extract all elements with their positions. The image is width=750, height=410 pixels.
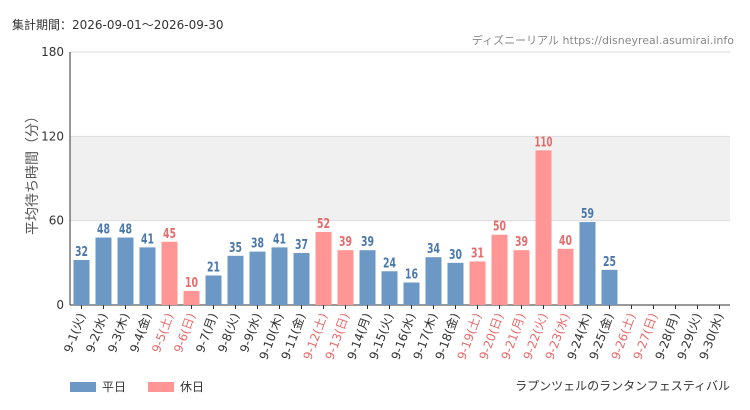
data-label: 48 [119, 223, 132, 238]
bar [139, 247, 156, 305]
bar [557, 248, 574, 305]
data-label: 39 [339, 235, 352, 250]
legend-label-holiday: 休日 [180, 380, 205, 394]
legend-swatch-weekday [70, 381, 96, 392]
attraction-name: ラプンツェルのランタンフェスティバル [515, 379, 730, 393]
bar [425, 257, 442, 305]
data-label: 39 [361, 235, 374, 250]
bar [359, 250, 376, 305]
data-label: 48 [97, 223, 110, 238]
bar [315, 231, 332, 305]
bar [293, 252, 310, 305]
bar [117, 237, 134, 305]
data-label: 38 [251, 237, 264, 252]
bar [205, 275, 222, 305]
bar [601, 269, 618, 305]
bar [271, 247, 288, 305]
bar [447, 262, 464, 305]
data-label: 16 [405, 268, 418, 283]
data-label: 34 [427, 242, 440, 257]
period-label: 集計期間：2026-09-01～2026-09-30 [12, 18, 224, 32]
bar [337, 250, 354, 305]
bar [469, 261, 486, 305]
band-60-120 [70, 136, 730, 221]
y-tick-label: 120 [41, 129, 64, 143]
bar [73, 260, 90, 305]
data-label: 21 [207, 260, 220, 275]
bar [95, 237, 112, 305]
data-label: 50 [493, 220, 506, 235]
legend: 平日 休日 [70, 378, 204, 395]
data-label: 59 [581, 207, 594, 222]
bar [249, 251, 266, 305]
data-label: 24 [383, 256, 396, 271]
y-tick-label: 0 [56, 298, 64, 312]
bar [381, 271, 398, 305]
legend-item-weekday: 平日 [70, 378, 126, 395]
bar [535, 150, 552, 305]
bar [183, 290, 200, 305]
legend-swatch-holiday [148, 381, 175, 392]
data-label: 110 [535, 135, 553, 150]
legend-label-weekday: 平日 [102, 380, 127, 394]
data-label: 30 [449, 248, 462, 263]
bar [227, 255, 244, 305]
data-label: 37 [295, 238, 308, 253]
bar [491, 234, 508, 305]
data-label: 10 [185, 276, 198, 291]
bar [513, 250, 530, 305]
data-label: 32 [75, 245, 88, 260]
data-label: 41 [273, 232, 286, 247]
bar [161, 241, 178, 305]
bar [579, 222, 596, 305]
y-tick-label: 180 [41, 45, 64, 59]
data-label: 25 [603, 255, 616, 270]
data-label: 39 [515, 235, 528, 250]
source-label: ディズニーリアル https://disneyreal.asumirai.inf… [471, 34, 734, 47]
data-label: 52 [317, 217, 330, 232]
data-label: 45 [163, 227, 176, 242]
bar [403, 282, 420, 305]
y-tick-label: 60 [49, 214, 64, 228]
data-label: 35 [229, 241, 242, 256]
data-label: 31 [471, 246, 484, 261]
data-label: 40 [559, 234, 572, 249]
legend-item-holiday: 休日 [148, 378, 204, 395]
data-label: 41 [141, 232, 154, 247]
